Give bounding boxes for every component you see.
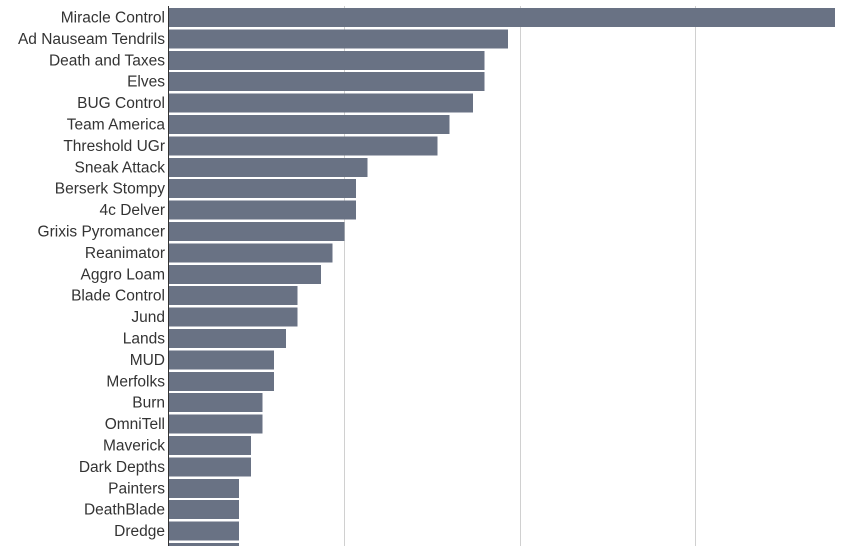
category-label: Sneak Attack xyxy=(75,159,166,176)
bar[interactable] xyxy=(169,8,835,27)
category-label: Aggro Loam xyxy=(81,266,165,283)
category-label: Ad Nauseam Tendrils xyxy=(18,31,165,48)
bar[interactable] xyxy=(169,329,286,348)
category-label: Dredge xyxy=(114,523,165,540)
category-label: Maverick xyxy=(103,438,165,455)
category-label: Blade Control xyxy=(71,288,165,305)
bar[interactable] xyxy=(169,72,485,92)
bar[interactable] xyxy=(169,179,356,199)
category-label: Elves xyxy=(127,74,165,91)
category-label: Team America xyxy=(67,117,166,134)
bar[interactable] xyxy=(169,307,298,327)
bar[interactable] xyxy=(169,29,508,49)
bar[interactable] xyxy=(169,457,251,477)
bars xyxy=(169,8,835,546)
category-label: Merfolks xyxy=(106,373,165,390)
category-label: BUG Control xyxy=(77,95,165,112)
bar[interactable] xyxy=(169,414,263,434)
category-label: Lands xyxy=(123,331,165,348)
bar[interactable] xyxy=(169,200,356,220)
category-label: 4c Delver xyxy=(100,202,165,219)
category-label: Berserk Stompy xyxy=(55,181,166,198)
bar[interactable] xyxy=(169,350,275,370)
category-label: OmniTell xyxy=(105,416,165,433)
bar[interactable] xyxy=(169,286,298,306)
bar[interactable] xyxy=(169,543,240,546)
bar[interactable] xyxy=(169,393,263,413)
category-label: Painters xyxy=(108,480,165,497)
category-label: Reanimator xyxy=(85,245,165,262)
category-label: Dark Depths xyxy=(79,459,165,476)
category-labels: Miracle Control Ad Nauseam Tendrils Death … xyxy=(18,10,165,541)
category-label: MUD xyxy=(130,352,165,369)
category-label: Threshold UGr xyxy=(63,138,165,155)
bar[interactable] xyxy=(169,436,251,455)
bar[interactable] xyxy=(169,264,321,284)
bar[interactable] xyxy=(169,478,240,498)
category-label: Death and Taxes xyxy=(49,52,165,69)
bar[interactable] xyxy=(169,50,485,70)
bar[interactable] xyxy=(169,136,438,156)
category-label: DeathBlade xyxy=(84,502,165,519)
bar[interactable] xyxy=(169,371,275,391)
category-label: Burn xyxy=(132,395,165,412)
bar[interactable] xyxy=(169,222,345,241)
category-label: Grixis Pyromancer xyxy=(38,224,165,241)
bar[interactable] xyxy=(169,500,240,520)
bar[interactable] xyxy=(169,115,450,134)
bar[interactable] xyxy=(169,243,333,263)
bar[interactable] xyxy=(169,157,368,177)
category-label: Miracle Control xyxy=(61,10,165,27)
bar[interactable] xyxy=(169,93,473,113)
category-label: Jund xyxy=(131,309,165,326)
bar[interactable] xyxy=(169,521,240,541)
